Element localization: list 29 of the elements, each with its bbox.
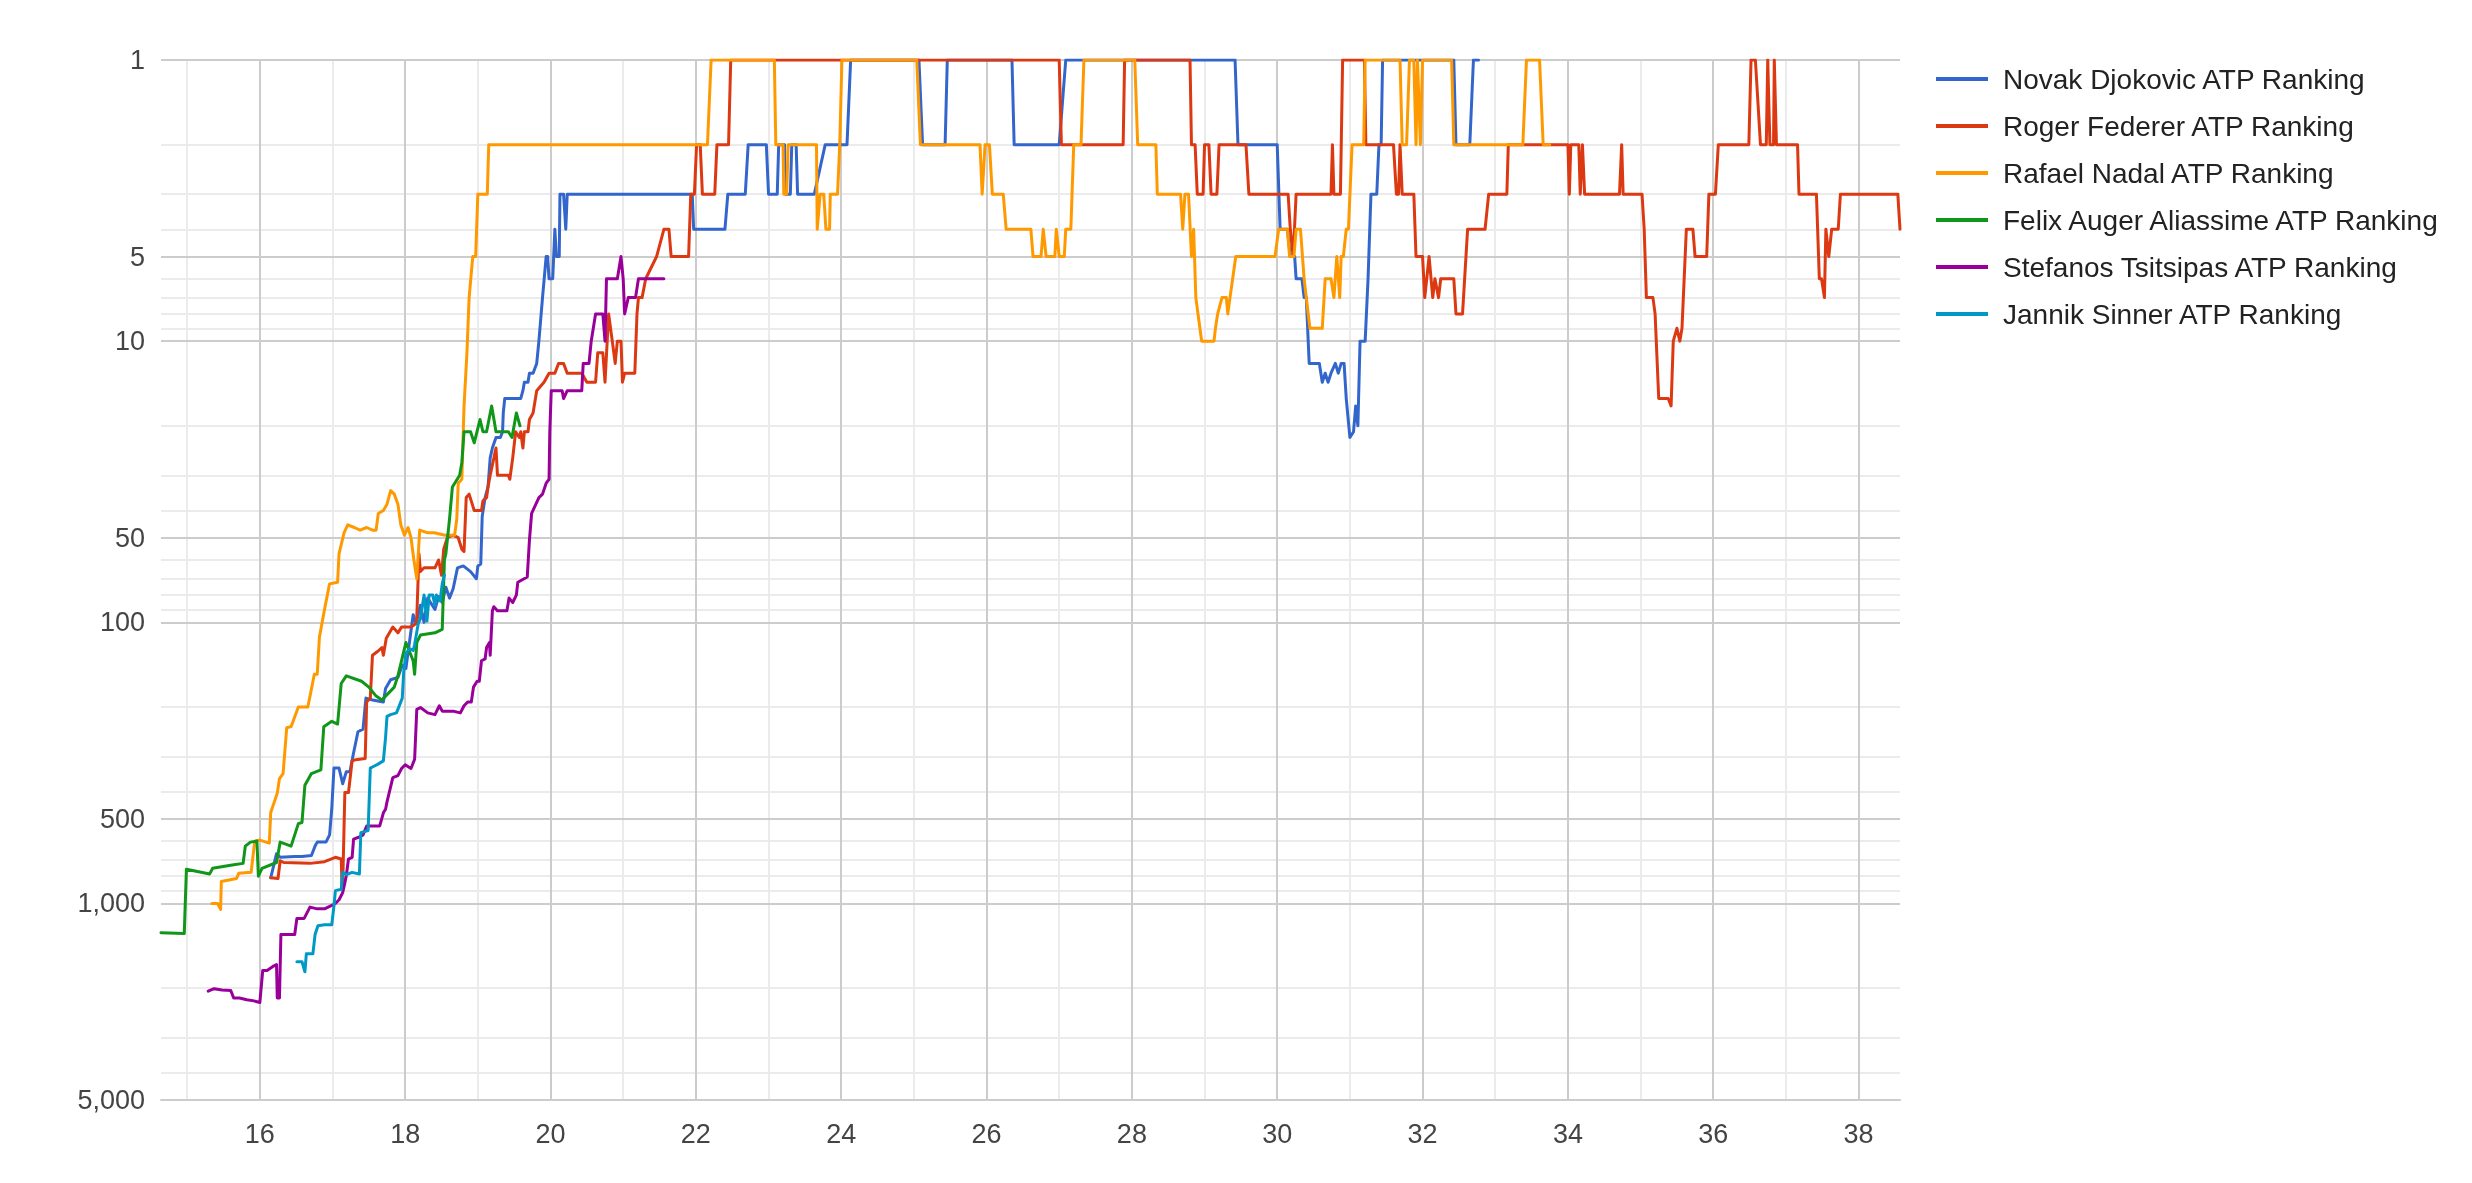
x-tick-label: 26 xyxy=(971,1118,1002,1149)
line-series xyxy=(295,573,446,974)
x-tick-label: 20 xyxy=(535,1118,566,1149)
x-tick-label: 36 xyxy=(1698,1118,1729,1149)
x-tick-label: 16 xyxy=(244,1118,275,1149)
x-tick-label: 38 xyxy=(1843,1118,1874,1149)
x-tick-label: 30 xyxy=(1262,1118,1293,1149)
x-tick-label: 32 xyxy=(1407,1118,1438,1149)
legend-label: Stefanos Tsitsipas ATP Ranking xyxy=(2003,251,2397,283)
y-tick-label: 10 xyxy=(114,326,145,357)
x-tick-label: 34 xyxy=(1552,1118,1583,1149)
y-tick-label: 5,000 xyxy=(77,1085,145,1115)
legend-label: Felix Auger Aliassime ATP Ranking xyxy=(2003,204,2438,236)
legend-label: Rafael Nadal ATP Ranking xyxy=(2003,157,2334,189)
x-tick-label: 18 xyxy=(390,1118,421,1149)
y-tick-label: 1,000 xyxy=(77,888,145,919)
legend-label: Roger Federer ATP Ranking xyxy=(2003,110,2354,142)
line-series xyxy=(206,255,666,1004)
x-tick-label: 22 xyxy=(680,1118,711,1149)
y-tick-label: 1 xyxy=(129,45,145,75)
line-series xyxy=(159,404,522,936)
legend-label: Jannik Sinner ATP Ranking xyxy=(2003,298,2342,330)
y-tick-label: 500 xyxy=(99,803,145,834)
y-tick-label: 50 xyxy=(114,522,145,553)
x-tick-label: 24 xyxy=(826,1118,857,1149)
x-tick-label: 28 xyxy=(1116,1118,1147,1149)
y-tick-label: 5 xyxy=(129,241,145,272)
y-tick-label: 100 xyxy=(99,607,145,638)
legend-label: Novak Djokovic ATP Ranking xyxy=(2003,63,2365,95)
